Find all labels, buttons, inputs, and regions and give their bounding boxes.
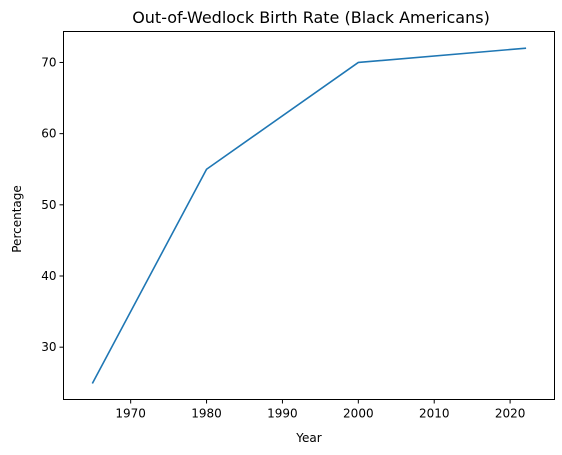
y-tick-label: 70 [41, 55, 56, 69]
x-tick-label: 1990 [267, 407, 298, 421]
plot-area [91, 47, 527, 384]
x-tick-label: 1970 [115, 407, 146, 421]
x-tick-label: 2010 [419, 407, 450, 421]
x-axis-ticks: 1970 1980 1990 2000 2010 2020 [115, 399, 526, 421]
y-tick-label: 30 [41, 340, 56, 354]
x-tick-label: 1980 [191, 407, 222, 421]
plot-frame [63, 31, 555, 400]
x-axis-label: Year [295, 431, 321, 445]
y-tick-label: 50 [41, 198, 56, 212]
x-tick-label: 2000 [343, 407, 374, 421]
y-axis-ticks: 30 40 50 60 70 [41, 55, 64, 354]
y-tick-label: 60 [41, 127, 56, 141]
y-axis-label: Percentage [10, 185, 24, 253]
y-tick-label: 40 [41, 269, 56, 283]
series-line [91, 47, 527, 384]
chart-title: Out-of-Wedlock Birth Rate (Black America… [132, 8, 490, 27]
x-tick-label: 2020 [495, 407, 526, 421]
